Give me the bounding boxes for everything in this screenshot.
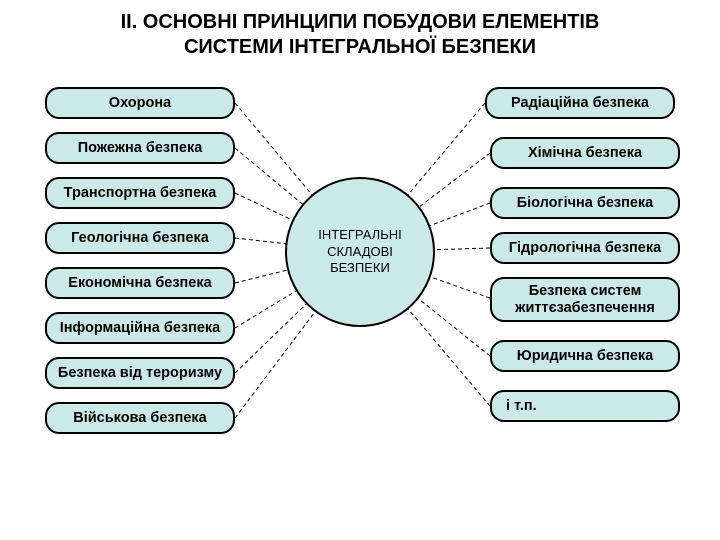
left-node-4-label: Економічна безпека <box>68 275 211 292</box>
title-line-1: ІІ. ОСНОВНІ ПРИНЦИПИ ПОБУДОВИ ЕЛЕМЕНТІВ <box>121 11 600 33</box>
right-node-2: Біологічна безпека <box>490 187 680 219</box>
left-node-6-label: Безпека від тероризму <box>58 365 222 382</box>
right-node-0-label: Радіаційна безпека <box>511 95 649 112</box>
center-hub: ІНТЕГРАЛЬНІСКЛАДОВІБЕЗПЕКИ <box>285 177 435 327</box>
left-node-1: Пожежна безпека <box>45 132 235 164</box>
right-node-3-label: Гідрологічна безпека <box>509 240 661 257</box>
diagram-canvas: ІНТЕГРАЛЬНІСКЛАДОВІБЕЗПЕКИ Охорона Пожежн… <box>0 72 720 540</box>
page-title: ІІ. ОСНОВНІ ПРИНЦИПИ ПОБУДОВИ ЕЛЕМЕНТІВ … <box>0 0 720 64</box>
left-node-7: Військова безпека <box>45 402 235 434</box>
left-node-3: Геологічна безпека <box>45 222 235 254</box>
left-node-0: Охорона <box>45 87 235 119</box>
right-node-5-label: Юридична безпека <box>517 348 653 365</box>
right-node-2-label: Біологічна безпека <box>517 195 654 212</box>
right-node-5: Юридична безпека <box>490 340 680 372</box>
right-node-0: Радіаційна безпека <box>485 87 675 119</box>
right-node-1-label: Хімічна безпека <box>528 145 642 162</box>
left-node-4: Економічна безпека <box>45 267 235 299</box>
left-node-2: Транспортна безпека <box>45 177 235 209</box>
left-node-7-label: Військова безпека <box>73 410 207 427</box>
right-node-3: Гідрологічна безпека <box>490 232 680 264</box>
left-node-2-label: Транспортна безпека <box>64 185 217 202</box>
left-node-3-label: Геологічна безпека <box>71 230 209 247</box>
left-node-6: Безпека від тероризму <box>45 357 235 389</box>
left-node-1-label: Пожежна безпека <box>78 140 203 157</box>
title-line-2: СИСТЕМИ ІНТЕГРАЛЬНОЇ БЕЗПЕКИ <box>184 36 536 58</box>
right-node-4-label: Безпека систем життєзабезпечення <box>498 283 672 316</box>
left-node-5-label: Інформаційна безпека <box>60 320 220 337</box>
right-node-1: Хімічна безпека <box>490 137 680 169</box>
left-node-0-label: Охорона <box>109 95 171 112</box>
right-node-4: Безпека систем життєзабезпечення <box>490 277 680 322</box>
right-node-6-label: і т.п. <box>506 398 537 415</box>
right-node-6: і т.п. <box>490 390 680 422</box>
left-node-5: Інформаційна безпека <box>45 312 235 344</box>
center-hub-label: ІНТЕГРАЛЬНІСКЛАДОВІБЕЗПЕКИ <box>318 227 401 278</box>
